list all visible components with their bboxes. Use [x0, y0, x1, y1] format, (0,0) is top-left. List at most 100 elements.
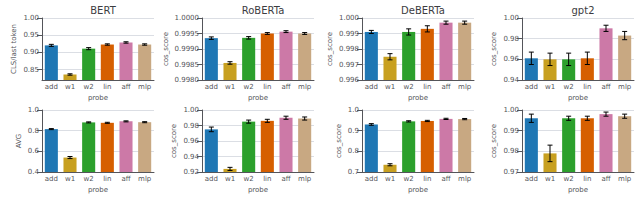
- svg-text:0.96: 0.96: [503, 55, 519, 63]
- svg-text:aff: aff: [441, 175, 450, 183]
- svg-text:1.0: 1.0: [28, 106, 39, 114]
- svg-text:add: add: [45, 83, 58, 91]
- svg-text:gpt2: gpt2: [572, 5, 595, 16]
- svg-text:0.9985: 0.9985: [175, 61, 200, 69]
- svg-text:probe: probe: [408, 186, 428, 194]
- svg-text:aff: aff: [121, 83, 130, 91]
- svg-text:0.98: 0.98: [183, 122, 199, 130]
- svg-text:aff: aff: [441, 83, 450, 91]
- svg-text:add: add: [45, 175, 58, 183]
- svg-text:1.00: 1.00: [23, 14, 39, 22]
- svg-text:add: add: [525, 83, 538, 91]
- svg-text:probe: probe: [248, 186, 268, 194]
- svg-text:w2: w2: [564, 83, 574, 91]
- svg-text:0.997: 0.997: [339, 61, 359, 69]
- svg-text:0.90: 0.90: [23, 48, 39, 56]
- svg-text:lin: lin: [423, 83, 431, 91]
- svg-text:0.92: 0.92: [183, 168, 199, 176]
- svg-text:aff: aff: [121, 175, 130, 183]
- svg-text:AVG: AVG: [15, 134, 23, 149]
- svg-text:probe: probe: [248, 94, 268, 102]
- svg-text:0.9990: 0.9990: [175, 45, 200, 53]
- svg-text:mlp: mlp: [618, 83, 632, 91]
- svg-text:1.00: 1.00: [503, 14, 519, 22]
- svg-text:w1: w1: [385, 83, 395, 91]
- svg-text:add: add: [205, 83, 218, 91]
- svg-text:0.6: 0.6: [28, 147, 40, 155]
- svg-text:mlp: mlp: [298, 175, 312, 183]
- svg-text:0.996: 0.996: [339, 76, 360, 84]
- svg-text:DeBERTa: DeBERTa: [401, 5, 445, 16]
- svg-text:aff: aff: [601, 83, 610, 91]
- svg-text:probe: probe: [568, 94, 588, 102]
- svg-text:w1: w1: [225, 83, 235, 91]
- svg-text:0.85: 0.85: [23, 66, 39, 74]
- svg-text:cos_score: cos_score: [162, 32, 170, 66]
- svg-text:lin: lin: [423, 175, 431, 183]
- svg-text:probe: probe: [88, 186, 108, 194]
- svg-text:aff: aff: [601, 175, 610, 183]
- svg-text:w1: w1: [545, 83, 555, 91]
- svg-text:lin: lin: [103, 175, 111, 183]
- svg-text:0.9: 0.9: [348, 127, 359, 135]
- svg-text:mlp: mlp: [138, 175, 152, 183]
- svg-text:w2: w2: [244, 83, 254, 91]
- svg-text:mlp: mlp: [458, 175, 472, 183]
- svg-text:add: add: [365, 83, 378, 91]
- svg-text:cos_score: cos_score: [490, 32, 498, 66]
- svg-text:0.94: 0.94: [183, 153, 199, 161]
- svg-text:0.7: 0.7: [348, 168, 359, 176]
- svg-text:CLS/last token: CLS/last token: [10, 24, 18, 74]
- svg-text:mlp: mlp: [298, 83, 312, 91]
- svg-text:lin: lin: [583, 83, 591, 91]
- svg-text:w2: w2: [404, 83, 414, 91]
- svg-text:0.999: 0.999: [339, 30, 359, 38]
- svg-text:mlp: mlp: [458, 83, 472, 91]
- svg-text:w2: w2: [84, 83, 94, 91]
- svg-text:0.99: 0.99: [503, 127, 519, 135]
- svg-text:0.96: 0.96: [183, 137, 199, 145]
- svg-text:0.8: 0.8: [28, 127, 39, 135]
- svg-text:BERT: BERT: [90, 5, 116, 16]
- svg-text:lin: lin: [103, 83, 111, 91]
- svg-text:probe: probe: [568, 186, 588, 194]
- svg-text:lin: lin: [263, 83, 271, 91]
- svg-text:0.97: 0.97: [503, 168, 519, 176]
- svg-text:w1: w1: [545, 175, 555, 183]
- svg-text:lin: lin: [583, 175, 591, 183]
- svg-text:w2: w2: [84, 175, 94, 183]
- svg-text:lin: lin: [263, 175, 271, 183]
- svg-text:0.8: 0.8: [348, 147, 359, 155]
- svg-text:0.98: 0.98: [503, 147, 519, 155]
- svg-text:w1: w1: [65, 175, 75, 183]
- svg-text:1.000: 1.000: [339, 14, 359, 22]
- svg-text:w1: w1: [225, 175, 235, 183]
- svg-text:0.95: 0.95: [23, 31, 39, 39]
- svg-text:RoBERTa: RoBERTa: [242, 5, 285, 16]
- svg-text:1.00: 1.00: [503, 106, 519, 114]
- svg-text:add: add: [205, 175, 218, 183]
- svg-text:0.4: 0.4: [28, 168, 40, 176]
- svg-text:w1: w1: [385, 175, 395, 183]
- svg-text:mlp: mlp: [138, 83, 152, 91]
- svg-text:1.0000: 1.0000: [175, 14, 200, 22]
- svg-text:0.9995: 0.9995: [175, 30, 200, 38]
- svg-text:w2: w2: [244, 175, 254, 183]
- svg-text:w2: w2: [564, 175, 574, 183]
- svg-text:w2: w2: [404, 175, 414, 183]
- svg-text:0.998: 0.998: [339, 45, 359, 53]
- svg-text:0.9980: 0.9980: [175, 76, 200, 84]
- svg-text:0.94: 0.94: [503, 76, 519, 84]
- svg-text:1.0: 1.0: [348, 106, 359, 114]
- svg-text:probe: probe: [88, 94, 108, 102]
- svg-text:add: add: [365, 175, 378, 183]
- svg-text:aff: aff: [281, 175, 290, 183]
- svg-text:1.00: 1.00: [183, 106, 199, 114]
- svg-text:aff: aff: [281, 83, 290, 91]
- svg-text:add: add: [525, 175, 538, 183]
- svg-text:cos_score: cos_score: [326, 32, 334, 66]
- svg-text:cos_score: cos_score: [490, 124, 498, 158]
- svg-text:cos_score: cos_score: [170, 124, 178, 158]
- svg-text:mlp: mlp: [618, 175, 632, 183]
- svg-text:0.98: 0.98: [503, 35, 519, 43]
